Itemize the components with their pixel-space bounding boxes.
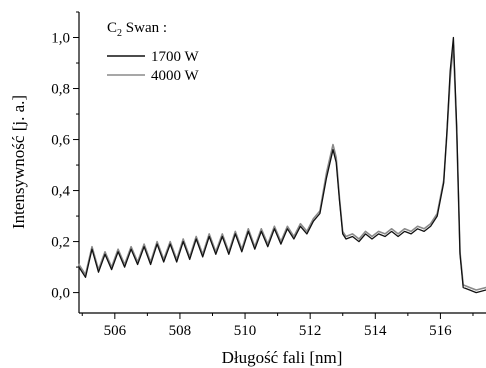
y-ticks: 0,0 0,2 0,4 0,6 0,8 1,0	[51, 11, 79, 302]
y-tick-label: 0,4	[51, 184, 70, 200]
y-tick-label: 0,8	[51, 82, 70, 98]
legend-title-rest: Swan :	[122, 20, 167, 36]
legend: C2 Swan : 1700 W 4000 W	[107, 20, 199, 84]
y-tick-label: 0,2	[51, 235, 70, 251]
x-tick-label: 510	[234, 323, 257, 339]
x-tick-label: 516	[429, 323, 452, 339]
x-axis-title: Długość fali [nm]	[222, 348, 343, 367]
legend-title-main: C	[107, 20, 117, 36]
axes	[78, 12, 486, 314]
series-line-4000w	[78, 44, 486, 291]
y-tick-label: 1,0	[51, 31, 70, 47]
legend-title: C2 Swan :	[107, 20, 167, 39]
x-tick-label: 508	[169, 323, 192, 339]
legend-label-1700w: 1700 W	[151, 49, 199, 65]
x-tick-label: 506	[104, 323, 127, 339]
x-ticks: 506 508 510 512 514 516	[81, 313, 474, 339]
y-axis-title: Intensywność [j. a.]	[9, 95, 28, 229]
legend-title-sub: 2	[117, 28, 122, 39]
y-tick-label: 0,6	[51, 133, 70, 149]
y-tick-label: 0,0	[51, 286, 70, 302]
legend-label-4000w: 4000 W	[151, 68, 199, 84]
series-layer	[78, 36, 486, 294]
x-tick-label: 512	[299, 323, 322, 339]
series-line-1700w	[78, 36, 486, 294]
x-tick-label: 514	[364, 323, 387, 339]
